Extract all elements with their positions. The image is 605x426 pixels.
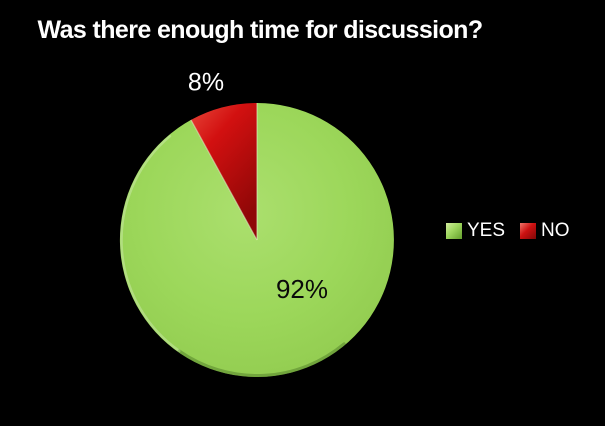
pie-slices — [119, 102, 394, 377]
pie-chart[interactable] — [110, 93, 404, 387]
legend-item-no[interactable]: NO — [520, 221, 570, 240]
legend-label-yes: YES — [467, 220, 506, 241]
legend-label-no: NO — [541, 220, 570, 241]
pie-topleft-highlight — [120, 134, 181, 353]
slice-separator — [190, 119, 258, 241]
legend-swatch-yes-icon — [446, 222, 462, 239]
legend-item-yes[interactable]: YES — [446, 221, 505, 240]
data-label-no: 8% — [187, 68, 225, 97]
legend: YES NO — [446, 221, 570, 240]
pie-bottom-inner-shadow — [177, 342, 346, 377]
data-label-yes: 92% — [275, 274, 329, 304]
legend-swatch-no-icon — [520, 222, 537, 239]
chart-title: Was there enough time for discussion? — [37, 16, 484, 44]
pie-slice-no[interactable] — [191, 102, 257, 241]
